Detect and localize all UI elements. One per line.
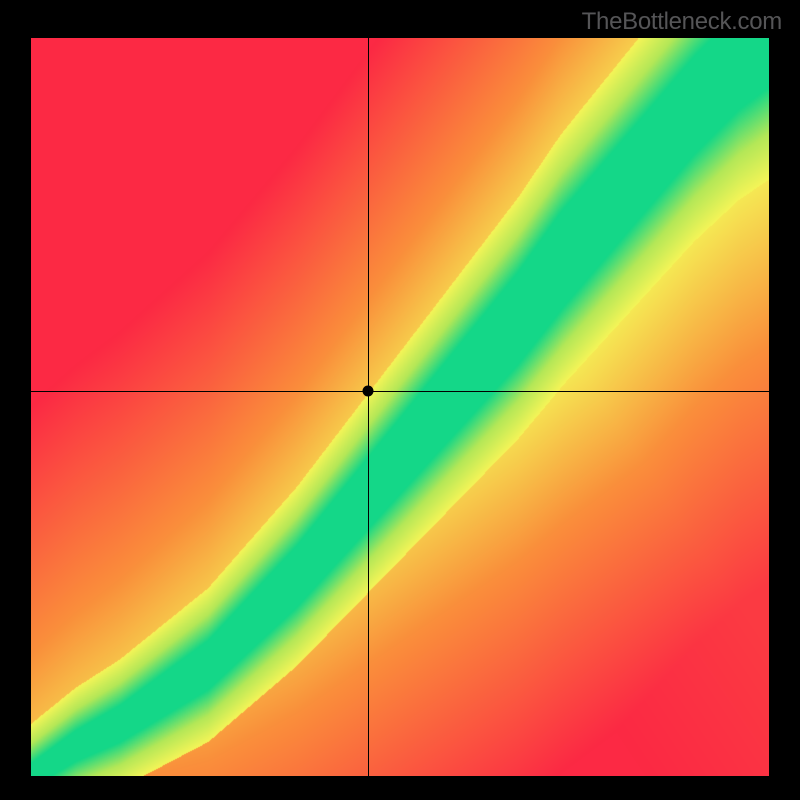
chart-container: TheBottleneck.com (0, 0, 800, 800)
crosshair-marker (362, 385, 373, 396)
plot-area (31, 38, 769, 776)
heatmap-canvas (31, 38, 769, 776)
watermark-text: TheBottleneck.com (582, 8, 782, 36)
crosshair-horizontal (31, 391, 769, 392)
crosshair-vertical (368, 38, 369, 776)
